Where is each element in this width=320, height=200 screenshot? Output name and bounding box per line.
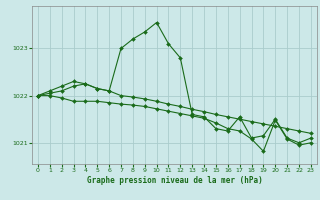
X-axis label: Graphe pression niveau de la mer (hPa): Graphe pression niveau de la mer (hPa) (86, 176, 262, 185)
